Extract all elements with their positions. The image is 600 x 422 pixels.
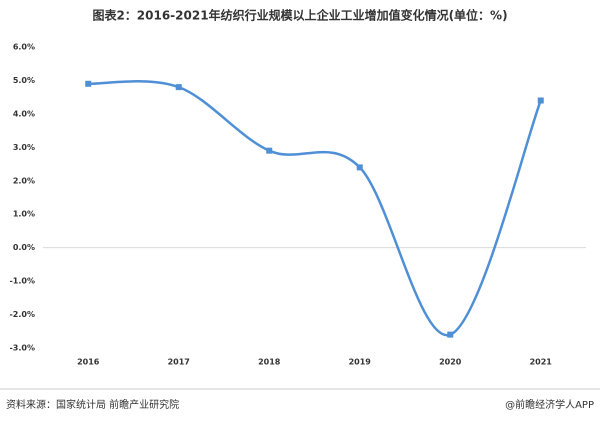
y-tick-label: 3.0%: [13, 143, 35, 152]
chart-title: 图表2：2016-2021年纺织行业规模以上企业工业增加值变化情况(单位：%): [92, 8, 507, 23]
x-tick-label: 2020: [439, 358, 462, 367]
y-tick-label: -3.0%: [9, 344, 35, 353]
line-marker: [85, 80, 92, 87]
line-marker: [447, 331, 454, 338]
line-marker: [356, 164, 363, 171]
y-tick-label: 6.0%: [13, 43, 35, 52]
y-tick-label: 0.0%: [13, 243, 35, 252]
y-tick-label: 2.0%: [13, 176, 35, 185]
x-tick-label: 2016: [77, 358, 100, 367]
x-tick-label: 2019: [349, 358, 372, 367]
line-marker: [266, 147, 273, 154]
line-marker: [175, 84, 182, 91]
y-tick-label: 5.0%: [13, 76, 35, 85]
y-tick-label: 4.0%: [13, 109, 35, 118]
x-tick-label: 2018: [258, 358, 281, 367]
y-tick-label: -1.0%: [9, 277, 35, 286]
y-tick-label: -2.0%: [9, 310, 35, 319]
line-marker: [537, 97, 544, 104]
x-tick-label: 2021: [530, 358, 553, 367]
credit: @前瞻经济学人APP: [505, 398, 594, 411]
y-tick-label: 1.0%: [13, 210, 35, 219]
x-tick-label: 2017: [168, 358, 190, 367]
source-note: 资料来源：国家统计局 前瞻产业研究院: [6, 398, 179, 411]
